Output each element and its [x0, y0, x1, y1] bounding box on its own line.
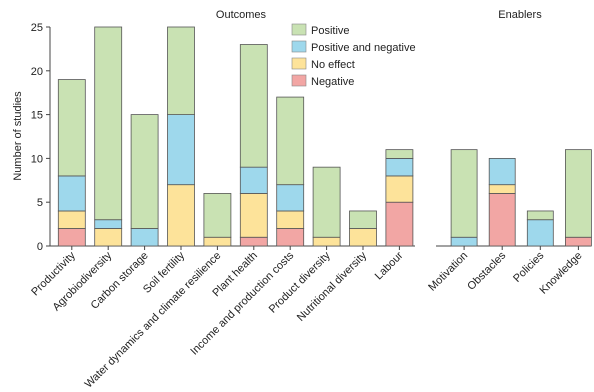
bar-obstacles-negative [488, 193, 516, 247]
bar-productivity-positive [57, 79, 86, 177]
bar-labour-positive [385, 149, 414, 159]
bar-knowledge-negative [565, 236, 592, 247]
y-tick-label: 5 [37, 197, 43, 209]
x-tick-label-motivation: Motivation [426, 250, 470, 294]
y-axis-label: Number of studies [12, 91, 24, 181]
bar-motivation-positive-and-negative [450, 236, 478, 247]
y-tick-label: 15 [31, 110, 43, 122]
bar-product-diversity-no-effect [312, 236, 341, 247]
bar-nutritional-diversity-positive [349, 210, 377, 229]
bar-soil-fertility-no-effect [167, 184, 195, 247]
bar-policies-positive [526, 210, 554, 221]
bar-plant-health-positive [239, 44, 268, 168]
bar-income-and-production-costs-negative [276, 228, 305, 247]
legend-swatch-no-effect [291, 57, 307, 70]
x-tick-label-nutritional-diversity: Nutritional diversity [295, 249, 370, 324]
bar-productivity-positive-and-negative [57, 175, 86, 212]
y-tick-label: 0 [37, 241, 43, 253]
bar-income-and-production-costs-positive [276, 96, 305, 186]
x-tick-label-policies: Policies [511, 249, 547, 285]
bar-productivity-negative [57, 228, 86, 247]
bar-obstacles-positive-and-negative [488, 157, 516, 186]
y-tick-label: 10 [31, 153, 43, 165]
bar-nutritional-diversity-no-effect [349, 228, 377, 247]
bar-water-dynamics-and-climate-resilience-no-effect [203, 236, 232, 247]
bar-knowledge-positive [565, 149, 592, 238]
bar-product-diversity-positive [312, 166, 341, 238]
bar-soil-fertility-positive [167, 26, 195, 115]
bar-agrobiodiversity-positive-and-negative [94, 219, 123, 229]
legend-swatch-positive [291, 23, 307, 36]
x-tick-label-obstacles: Obstacles [465, 249, 508, 292]
x-tick-label-water-dynamics-and-climate-resilience: Water dynamics and climate resilience [83, 250, 224, 391]
bar-productivity-no-effect [57, 210, 86, 229]
legend-label-negative: Negative [311, 76, 354, 88]
bar-plant-health-positive-and-negative [239, 166, 268, 194]
bar-soil-fertility-positive-and-negative [167, 114, 195, 186]
bar-policies-positive-and-negative [526, 219, 554, 247]
bar-income-and-production-costs-no-effect [276, 210, 305, 229]
legend: Positive Positive and negative No effect Ne… [291, 23, 416, 88]
bar-obstacles-no-effect [488, 184, 516, 194]
bar-labour-positive-and-negative [385, 157, 414, 177]
bar-plant-health-negative [239, 236, 268, 247]
legend-swatch-positive-and-negative [291, 40, 307, 53]
y-tick-label: 25 [31, 22, 43, 34]
bar-income-and-production-costs-positive-and-negative [276, 184, 305, 212]
outcomes-title: Outcomes [216, 9, 267, 21]
bar-carbon-storage-positive-and-negative [130, 228, 159, 247]
enablers-title: Enablers [498, 9, 542, 21]
bar-water-dynamics-and-climate-resilience-positive [203, 193, 232, 238]
legend-label-positive: Positive [311, 25, 350, 37]
bar-agrobiodiversity-positive [94, 26, 123, 221]
bar-labour-negative [385, 201, 414, 247]
x-tick-label-labour: Labour [373, 249, 406, 282]
y-tick-label: 20 [31, 66, 43, 78]
x-tick-label-product-diversity: Product diversity [267, 249, 333, 315]
legend-label-no-effect: No effect [311, 59, 355, 71]
bar-carbon-storage-positive [130, 114, 159, 229]
bar-motivation-positive [450, 149, 478, 238]
legend-swatch-negative [291, 74, 307, 87]
bar-agrobiodiversity-no-effect [94, 228, 123, 247]
bar-labour-no-effect [385, 175, 414, 203]
legend-label-positive-and-negative: Positive and negative [311, 42, 416, 54]
bar-plant-health-no-effect [239, 193, 268, 238]
